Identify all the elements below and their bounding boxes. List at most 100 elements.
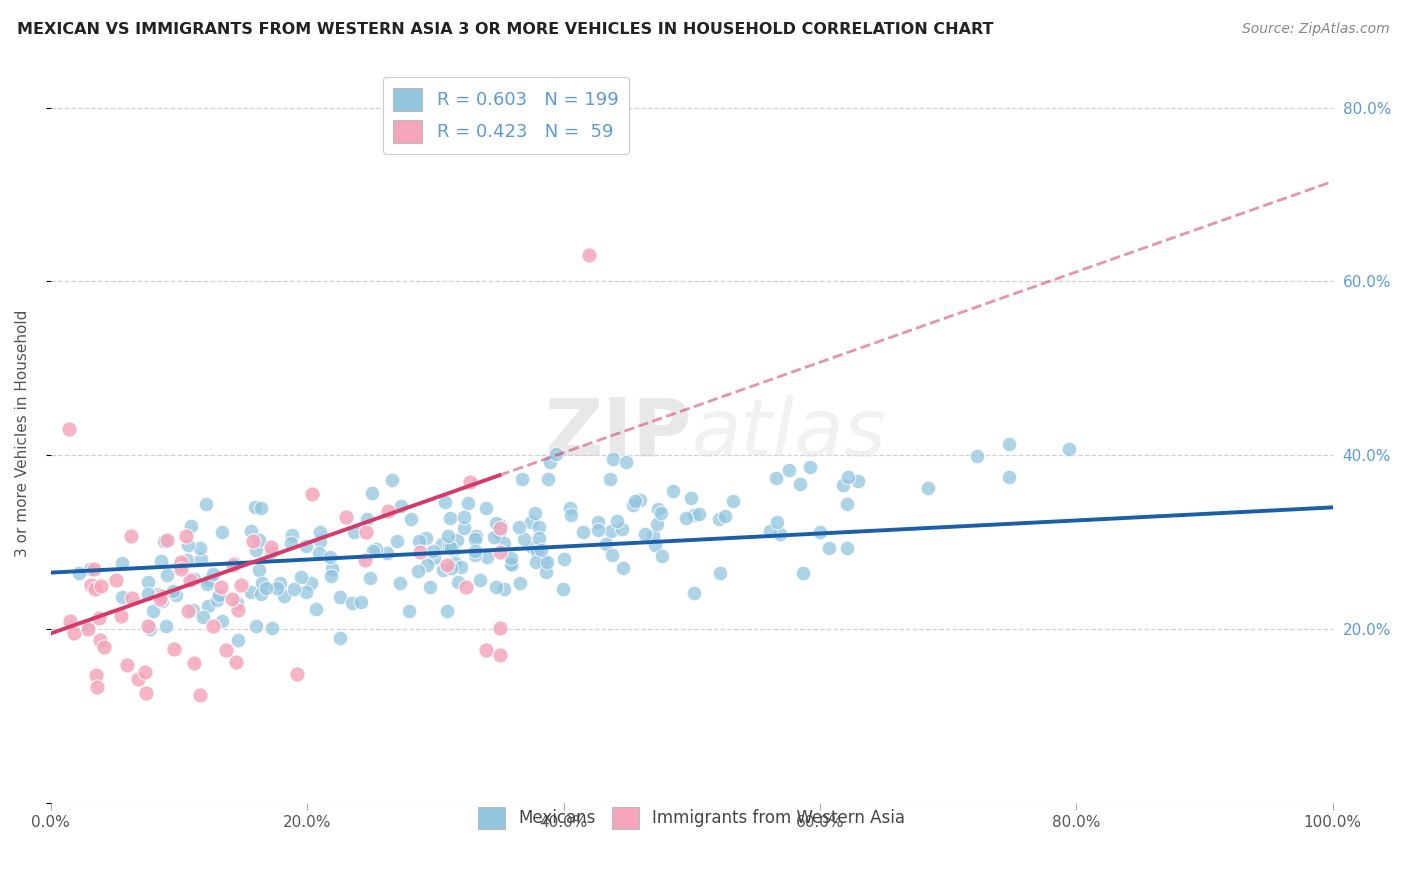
- Point: [375, 546, 398, 560]
- Point: [377, 504, 399, 518]
- Point: [226, 597, 249, 611]
- Point: [623, 494, 645, 508]
- Point: [111, 590, 134, 604]
- Point: [408, 533, 430, 548]
- Point: [529, 520, 551, 534]
- Point: [84, 668, 107, 682]
- Point: [58, 422, 80, 436]
- Point: [269, 575, 291, 590]
- Point: [526, 543, 548, 558]
- Point: [110, 609, 132, 624]
- Point: [835, 497, 858, 511]
- Point: [179, 573, 201, 587]
- Point: [436, 604, 458, 618]
- Point: [436, 558, 458, 573]
- Point: [153, 533, 176, 548]
- Point: [156, 533, 179, 547]
- Point: [437, 529, 460, 543]
- Point: [560, 500, 582, 515]
- Point: [488, 526, 510, 541]
- Point: [356, 512, 378, 526]
- Point: [832, 478, 855, 492]
- Point: [464, 532, 486, 546]
- Point: [537, 471, 560, 485]
- Point: [174, 529, 197, 543]
- Point: [527, 531, 550, 545]
- Point: [221, 592, 243, 607]
- Point: [586, 523, 609, 537]
- Point: [709, 566, 731, 580]
- Point: [305, 602, 328, 616]
- Point: [434, 495, 457, 509]
- Point: [190, 552, 212, 566]
- Point: [688, 507, 710, 521]
- Point: [361, 544, 384, 558]
- Point: [176, 553, 198, 567]
- Point: [197, 599, 219, 613]
- Point: [226, 632, 249, 647]
- Point: [1057, 442, 1080, 456]
- Point: [501, 557, 523, 571]
- Point: [79, 562, 101, 576]
- Point: [281, 528, 304, 542]
- Point: [477, 550, 499, 565]
- Point: [150, 593, 173, 607]
- Point: [423, 551, 446, 566]
- Point: [524, 555, 547, 569]
- Point: [170, 562, 193, 576]
- Point: [254, 581, 277, 595]
- Point: [299, 575, 322, 590]
- Point: [415, 532, 437, 546]
- Point: [544, 448, 567, 462]
- Point: [778, 463, 800, 477]
- Point: [250, 587, 273, 601]
- Point: [998, 437, 1021, 451]
- Point: [155, 618, 177, 632]
- Point: [494, 582, 516, 596]
- Point: [350, 595, 373, 609]
- Point: [245, 542, 267, 557]
- Point: [792, 566, 814, 581]
- Point: [492, 536, 515, 550]
- Point: [165, 588, 187, 602]
- Point: [142, 604, 165, 618]
- Point: [464, 544, 486, 558]
- Point: [765, 516, 787, 530]
- Point: [240, 524, 263, 539]
- Point: [641, 528, 664, 542]
- Point: [966, 450, 988, 464]
- Point: [319, 569, 342, 583]
- Point: [86, 681, 108, 695]
- Point: [163, 641, 186, 656]
- Point: [63, 626, 86, 640]
- Point: [121, 591, 143, 605]
- Point: [488, 621, 510, 635]
- Point: [93, 640, 115, 655]
- Point: [283, 582, 305, 596]
- Point: [530, 542, 553, 557]
- Point: [359, 571, 381, 585]
- Point: [444, 556, 467, 570]
- Point: [416, 558, 439, 572]
- Point: [508, 520, 530, 534]
- Point: [224, 556, 246, 570]
- Point: [536, 565, 558, 579]
- Point: [758, 524, 780, 538]
- Point: [319, 550, 342, 565]
- Point: [599, 473, 621, 487]
- Point: [389, 499, 412, 513]
- Point: [409, 545, 432, 559]
- Point: [139, 622, 162, 636]
- Point: [510, 471, 533, 485]
- Point: [329, 590, 352, 604]
- Point: [837, 470, 859, 484]
- Text: atlas: atlas: [692, 394, 887, 473]
- Point: [430, 537, 453, 551]
- Point: [211, 525, 233, 540]
- Point: [524, 506, 547, 520]
- Point: [446, 533, 468, 548]
- Point: [245, 500, 267, 514]
- Point: [917, 481, 939, 495]
- Point: [456, 580, 478, 594]
- Point: [245, 618, 267, 632]
